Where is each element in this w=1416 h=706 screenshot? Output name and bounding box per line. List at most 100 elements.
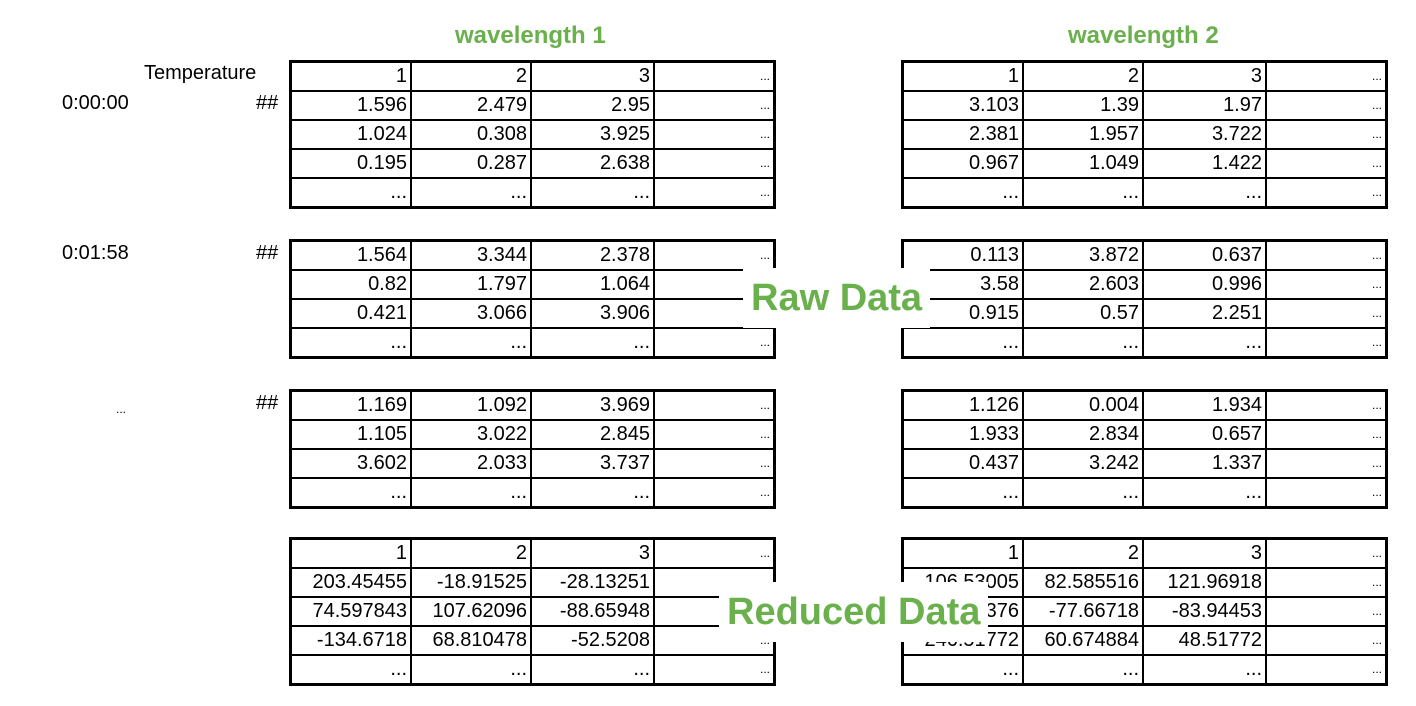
table-row: 0.437 3.242 1.337... <box>902 449 1387 479</box>
table-cell: ... <box>411 328 532 358</box>
table-row: 1.596 2.479 2.95... <box>290 91 775 121</box>
table-cell: ... <box>902 178 1024 208</box>
table-cell: ... <box>1266 270 1387 300</box>
table-cell: 0.308 <box>411 120 532 150</box>
table-row: 1.169 1.092 3.969... <box>290 390 775 421</box>
table-row: ............ <box>902 328 1387 358</box>
table-row: 3.58 2.603 0.996... <box>902 270 1387 300</box>
table-cell: 3.242 <box>1023 449 1144 479</box>
table-cell: 3 <box>1143 538 1267 569</box>
table-cell: 0.82 <box>290 270 412 300</box>
table-cell: 2.638 <box>531 149 655 179</box>
column-header-cell: ... <box>654 61 775 92</box>
table-cell: -83.94453 <box>1143 597 1267 627</box>
table-cell: 0.195 <box>290 149 412 179</box>
table-cell: ... <box>759 185 770 199</box>
raw-table-wl2-t1: 1 2 3... 3.103 1.39 1.97... 2.381 1.957 3.722...… <box>901 60 1388 209</box>
table-cell: ... <box>290 655 412 685</box>
raw-table-wl1-t2: 1.5643.3442.378...0.821.7971.064...0.421… <box>289 239 776 359</box>
column-header-cell: ... <box>1266 61 1387 92</box>
table-cell: ... <box>1266 120 1387 150</box>
raw-table-wl1-t1: 1 2 3... 1.596 2.479 2.95... 1.024 0.308 3.925..… <box>289 60 776 209</box>
table-row: ............ <box>290 478 775 508</box>
table-cell: 3.872 <box>1023 240 1144 271</box>
reduced-table-wl2: 123...106.5300582.585516121.96918...376-… <box>901 537 1388 686</box>
table-cell: 2.251 <box>1143 299 1267 329</box>
table-cell: ... <box>1266 538 1387 569</box>
table-row: 3.602 2.033 3.737... <box>290 449 775 479</box>
table-cell: 82.585516 <box>1023 568 1144 598</box>
table-cell: 1.049 <box>1023 149 1144 179</box>
table-cell: ... <box>1266 597 1387 627</box>
column-header-cell: 3 <box>531 61 655 92</box>
table-cell: 1.564 <box>290 240 412 271</box>
table-cell: 2 <box>411 538 532 569</box>
table-row: ............ <box>290 178 775 208</box>
table-row: 1.126 0.004 1.934... <box>902 390 1387 421</box>
table-cell: 1.337 <box>1143 449 1267 479</box>
temperature-value-2: ## <box>256 242 279 264</box>
table-cell: ... <box>654 120 775 150</box>
table-cell: 1.934 <box>1143 390 1267 421</box>
table-cell: ... <box>290 178 412 208</box>
table-cell: 0.437 <box>902 449 1024 479</box>
table-cell: ... <box>1371 485 1382 499</box>
table-cell: 1.024 <box>290 120 412 150</box>
table-cell: ... <box>1266 390 1387 421</box>
table-cell: ... <box>290 328 412 358</box>
table-cell: 0.57 <box>1023 299 1144 329</box>
table-cell: 3.066 <box>411 299 532 329</box>
table-row: ............ <box>902 178 1387 208</box>
table-cell: ... <box>654 240 775 271</box>
table-cell: ... <box>1143 478 1267 508</box>
column-header-cell: 3 <box>1143 61 1267 92</box>
table-cell: 2.378 <box>531 240 655 271</box>
table-cell: 1.422 <box>1143 149 1267 179</box>
table-cell: ... <box>654 390 775 421</box>
table-row: 2.381 1.957 3.722... <box>902 120 1387 150</box>
table-cell: 1.169 <box>290 390 412 421</box>
column-header-cell: 1 <box>290 61 412 92</box>
time-label-2: 0:01:58 <box>62 242 129 264</box>
table-cell: ... <box>1266 420 1387 450</box>
table-cell: ... <box>1266 626 1387 656</box>
table-cell: ... <box>411 655 532 685</box>
table-cell: 0.967 <box>902 149 1024 179</box>
temperature-value-3: ## <box>256 392 279 414</box>
time-label-3: ... <box>116 402 127 416</box>
table-cell: ... <box>411 178 532 208</box>
reduced-table-wl1: 123...203.45455-18.91525-28.13251...74.5… <box>289 537 776 686</box>
table-cell: 0.996 <box>1143 270 1267 300</box>
raw-table-wl1-t3: 1.169 1.092 3.969... 1.105 3.022 2.845... 3.60… <box>289 389 776 509</box>
table-row: ............ <box>902 478 1387 508</box>
table-row: 0.967 1.049 1.422... <box>902 149 1387 179</box>
temperature-value-1: ## <box>256 92 279 114</box>
table-cell: 3.602 <box>290 449 412 479</box>
table-header-row: 1 2 3... <box>290 61 775 92</box>
table-cell: 2.479 <box>411 91 532 121</box>
table-cell: ... <box>902 478 1024 508</box>
table-cell: 3.906 <box>531 299 655 329</box>
table-cell: ... <box>1371 185 1382 199</box>
table-cell: 1 <box>902 538 1024 569</box>
table-cell: ... <box>1266 449 1387 479</box>
table-cell: 3 <box>531 538 655 569</box>
table-cell: ... <box>759 662 770 676</box>
table-row: 1 2 3... <box>290 538 775 569</box>
table-cell: 0.657 <box>1143 420 1267 450</box>
table-cell: 107.62096 <box>411 597 532 627</box>
table-row: 1.564 3.344 2.378... <box>290 240 775 271</box>
table-cell: 3.737 <box>531 449 655 479</box>
table-cell: 2.834 <box>1023 420 1144 450</box>
raw-data-label: Raw Data <box>743 268 931 328</box>
table-cell: ... <box>654 420 775 450</box>
table-cell: ... <box>1371 662 1382 676</box>
table-row: 1.024 0.308 3.925... <box>290 120 775 150</box>
table-cell: ... <box>902 328 1024 358</box>
wavelength-1-header: wavelength 1 <box>455 22 606 49</box>
table-cell: 1.957 <box>1023 120 1144 150</box>
